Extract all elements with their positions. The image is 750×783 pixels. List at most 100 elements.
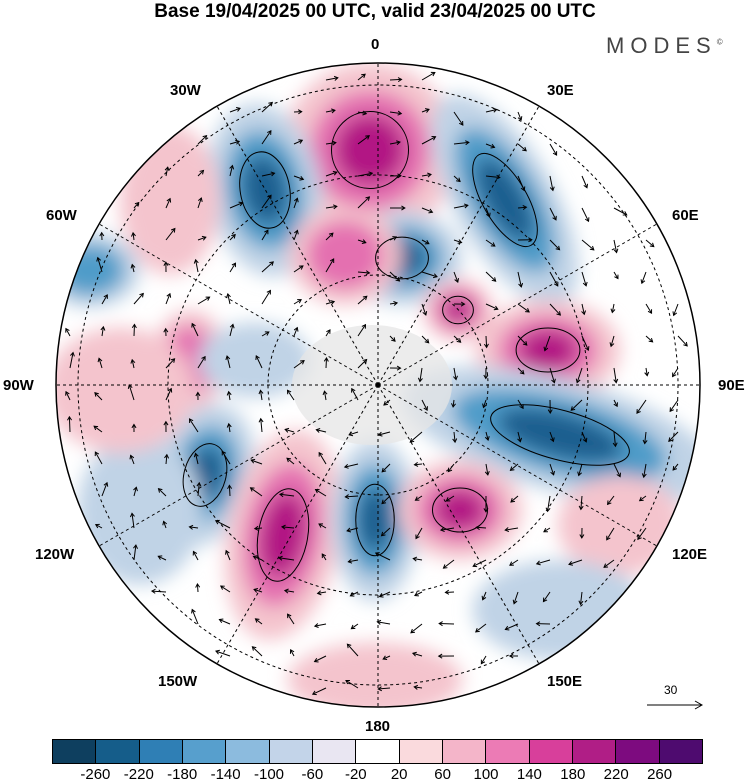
wind-arrow bbox=[357, 171, 374, 177]
wind-arrow bbox=[549, 239, 561, 251]
wind-arrow bbox=[101, 481, 109, 497]
wind-arrow bbox=[215, 649, 231, 657]
wind-arrow bbox=[357, 73, 366, 81]
wind-arrow bbox=[130, 358, 136, 369]
wind-arrow bbox=[442, 559, 455, 569]
wind-arrow bbox=[453, 301, 466, 307]
meridian-line bbox=[212, 98, 379, 386]
wind-arrow bbox=[357, 323, 367, 337]
wind-arrow bbox=[444, 589, 455, 595]
wind-arrow bbox=[197, 134, 208, 145]
wind-arrow bbox=[483, 335, 489, 349]
wind-arrow bbox=[97, 357, 103, 369]
wind-arrow bbox=[229, 201, 244, 209]
wind-arrow bbox=[293, 299, 302, 305]
wind-arrow bbox=[485, 207, 491, 218]
wind-arrow bbox=[636, 399, 647, 414]
wind-arrow bbox=[510, 495, 519, 503]
brand-logo: MODES© bbox=[606, 33, 723, 58]
wind-arrow bbox=[549, 431, 555, 443]
wind-arrow bbox=[613, 271, 619, 280]
wind-arrow bbox=[325, 300, 336, 305]
wind-arrow bbox=[67, 415, 73, 433]
wind-arrow bbox=[509, 463, 519, 471]
wind-arrow bbox=[197, 296, 211, 305]
positive-anomaly bbox=[557, 475, 683, 575]
colorbar-tick-label: 100 bbox=[473, 766, 499, 783]
wind-arrow bbox=[357, 270, 371, 276]
wind-arrow bbox=[581, 431, 588, 443]
wind-arrow bbox=[579, 527, 585, 539]
wind-arrow bbox=[258, 417, 264, 433]
wind-arrow bbox=[278, 492, 295, 498]
wind-arrow bbox=[165, 358, 176, 369]
wind-arrow bbox=[413, 684, 423, 690]
wind-arrow bbox=[229, 323, 235, 337]
wind-arrow bbox=[549, 271, 559, 287]
wind-arrow bbox=[577, 463, 583, 477]
wind-arrow bbox=[668, 431, 679, 442]
colorbar-swatch bbox=[181, 740, 226, 763]
lon-label-30w: 30W bbox=[170, 82, 201, 99]
wind-arrow bbox=[293, 265, 304, 273]
wind-arrow bbox=[347, 558, 359, 564]
wind-arrow bbox=[485, 143, 496, 149]
wind-arrow bbox=[163, 261, 169, 273]
colorbar-swatch bbox=[441, 740, 486, 763]
wind-arrow bbox=[357, 239, 367, 244]
colorbar-swatch bbox=[571, 740, 616, 763]
wind-arrow bbox=[381, 463, 391, 473]
wind-arrow bbox=[197, 355, 206, 369]
wind-arrow bbox=[69, 351, 75, 369]
colorbar-swatch bbox=[658, 740, 702, 763]
wind-arrow bbox=[547, 399, 553, 415]
wind-arrow bbox=[509, 559, 519, 566]
streamline-loop bbox=[375, 236, 429, 280]
wind-arrow bbox=[438, 621, 455, 627]
wind-arrow bbox=[314, 489, 327, 497]
anomaly-core bbox=[335, 115, 405, 185]
wind-arrow bbox=[261, 331, 270, 337]
meridian-line bbox=[377, 384, 665, 551]
wind-arrow bbox=[357, 135, 370, 145]
wind-arrow bbox=[453, 367, 458, 381]
colorbar-swatch bbox=[355, 740, 399, 763]
wind-arrow bbox=[484, 463, 490, 476]
wind-arrow bbox=[421, 108, 430, 113]
wind-arrow bbox=[253, 525, 263, 531]
wind-arrow bbox=[640, 271, 647, 285]
wind-arrow bbox=[316, 590, 327, 596]
wind-arrow bbox=[162, 520, 168, 529]
positive-anomaly bbox=[287, 642, 463, 707]
anomaly-core bbox=[519, 330, 577, 370]
wind-arrow bbox=[255, 355, 263, 369]
wind-arrow bbox=[517, 367, 525, 375]
wind-arrow bbox=[421, 399, 428, 412]
polar-map bbox=[55, 62, 701, 708]
wind-arrow bbox=[225, 355, 231, 369]
wind-arrow bbox=[325, 170, 338, 177]
wind-arrow bbox=[421, 303, 428, 316]
wind-arrow bbox=[447, 463, 455, 473]
streamline-loop bbox=[256, 488, 310, 582]
wind-arrow bbox=[517, 175, 526, 192]
wind-arrow bbox=[283, 588, 295, 594]
wind-arrow bbox=[287, 613, 295, 625]
colorbar-tick-label: 220 bbox=[603, 766, 629, 783]
wind-arrow bbox=[642, 431, 648, 445]
wind-arrow bbox=[421, 136, 437, 145]
wind-arrow bbox=[414, 591, 423, 597]
wind-arrow bbox=[437, 653, 455, 659]
wind-arrow bbox=[226, 292, 231, 305]
wind-arrow bbox=[163, 327, 169, 337]
wind-arrow bbox=[568, 559, 583, 566]
wind-arrow bbox=[417, 367, 423, 383]
wind-arrow bbox=[410, 623, 423, 634]
wind-arrow bbox=[543, 527, 551, 533]
wind-arrow bbox=[277, 555, 295, 561]
wind-arrow bbox=[638, 495, 647, 502]
wind-arrow bbox=[677, 335, 688, 347]
wind-arrow bbox=[421, 207, 434, 214]
anomaly-mid bbox=[56, 244, 124, 296]
wind-arrow bbox=[261, 261, 274, 273]
